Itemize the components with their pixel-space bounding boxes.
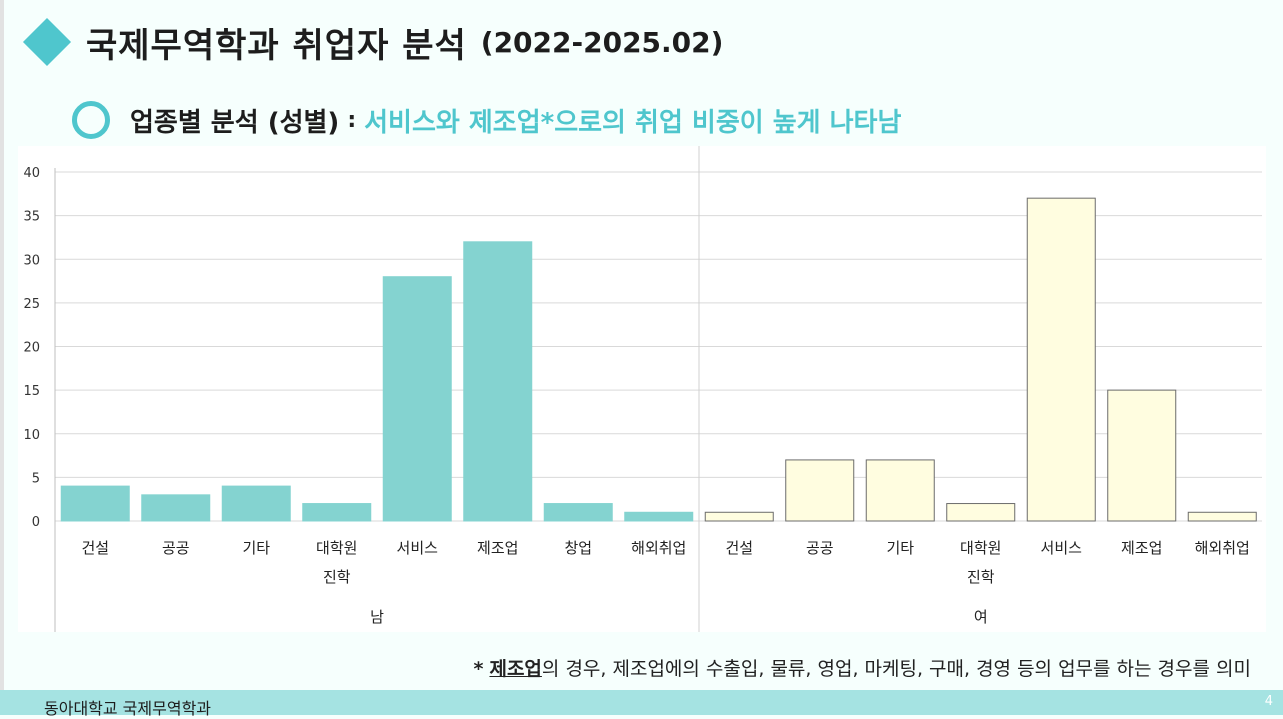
bar: [1107, 389, 1177, 522]
x-tick-label: 건설: [725, 539, 753, 557]
bar: [1026, 197, 1096, 522]
y-tick-label: 20: [23, 341, 40, 356]
x-tick-label: 제조업: [1121, 539, 1162, 557]
group-label: 여: [974, 608, 988, 626]
x-tick-label: 기타: [886, 539, 914, 557]
footnote-text: 의 경우, 제조업에의 수출입, 물류, 영업, 마케팅, 구매, 경영 등의 …: [541, 658, 1251, 680]
y-tick-label: 35: [23, 210, 40, 225]
section-separator: :: [347, 107, 357, 133]
y-tick-label: 25: [23, 297, 40, 312]
section-title: 업종별 분석 (성별): [130, 107, 340, 138]
bar: [865, 459, 935, 522]
bar: [624, 511, 694, 522]
x-tick-label: 진학: [323, 568, 351, 586]
circle-bullet-icon: [72, 101, 110, 139]
x-tick-label: 대학원: [960, 539, 1001, 557]
x-tick-label: 건설: [81, 539, 109, 557]
x-tick-label: 공공: [162, 539, 190, 557]
footnote-term: 제조업: [489, 658, 542, 680]
x-tick-label: 진학: [967, 568, 995, 586]
page-title: 국제무역학과 취업자 분석: [86, 25, 467, 66]
bar: [141, 494, 211, 522]
x-tick-label: 공공: [806, 539, 834, 557]
page-number: 4: [1264, 694, 1273, 709]
x-tick-label: 제조업: [477, 539, 518, 557]
bar: [946, 503, 1016, 522]
title-row: 국제무역학과 취업자 분석 (2022-2025.02): [22, 12, 723, 72]
x-tick-label: 대학원: [316, 539, 357, 557]
y-tick-label: 0: [32, 515, 40, 530]
group-label: 남: [370, 608, 384, 626]
x-tick-label: 서비스: [397, 539, 439, 557]
diamond-bullet-icon: [22, 17, 72, 67]
bar: [382, 276, 452, 522]
bar: [543, 503, 613, 522]
x-tick-label: 창업: [564, 539, 592, 557]
footer-bar: 동아대학교 국제무역학과 4: [0, 690, 1283, 718]
left-edge: [0, 0, 4, 715]
subtitle-row: 업종별 분석 (성별) : 서비스와 제조업*으로의 취업 비중이 높게 나타남: [72, 98, 901, 142]
y-tick-label: 40: [23, 166, 40, 181]
bar: [60, 485, 130, 522]
bar: [221, 485, 291, 522]
period-label: (2022-2025.02): [480, 25, 724, 59]
y-tick-label: 30: [23, 253, 40, 268]
x-tick-label: 해외취업: [631, 539, 686, 557]
section-highlight: 서비스와 제조업*으로의 취업 비중이 높게 나타남: [364, 107, 902, 138]
x-tick-label: 해외취업: [1195, 539, 1250, 557]
footer-university: 동아대학교 국제무역학과: [44, 699, 212, 718]
x-tick-label: 서비스: [1041, 539, 1083, 557]
bar: [302, 503, 372, 522]
footnote-star: *: [473, 658, 484, 680]
bar: [1187, 511, 1257, 522]
footnote: * 제조업의 경우, 제조업에의 수출입, 물류, 영업, 마케팅, 구매, 경…: [473, 654, 1251, 681]
y-tick-label: 15: [23, 384, 40, 399]
bar: [463, 241, 533, 522]
y-tick-label: 5: [32, 471, 40, 486]
bar: [785, 459, 855, 522]
x-tick-label: 기타: [242, 539, 270, 557]
bar: [704, 511, 774, 522]
y-tick-label: 10: [23, 428, 40, 443]
